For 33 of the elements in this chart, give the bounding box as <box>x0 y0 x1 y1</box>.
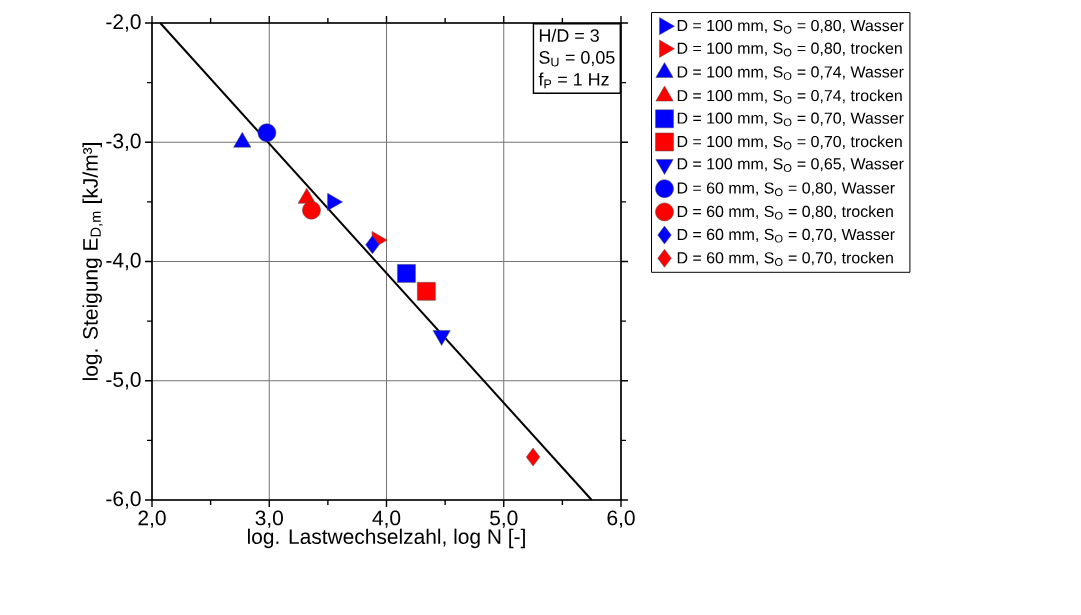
legend-label: D = 60 mm, S$_{O}$ = 0,80, Wasser <box>677 182 895 197</box>
legend-label: D = 100 mm, S$_{O}$ = 0,70, Wasser <box>677 112 904 127</box>
point <box>302 200 321 220</box>
legend-label: D = 100 mm, S$_{O}$ = 0,65, Wasser <box>677 158 904 173</box>
point <box>526 447 541 467</box>
legend-label: D = 60 mm, S$_{O}$ = 0,70, trocken <box>677 251 893 267</box>
x-tick-label: 6,0 <box>607 510 635 528</box>
legend-label: D = 100 mm, S$_{O}$ = 0,70, trocken <box>677 135 902 150</box>
y-tick-label: -3,0 <box>106 133 141 151</box>
legend-label: D = 100 mm, S$_{O}$ = 0,80, Wasser <box>677 19 904 34</box>
point <box>417 282 436 301</box>
y-tick-label: -5,0 <box>106 372 141 390</box>
y-tick-label: -2,0 <box>106 14 141 32</box>
x-tick-label: 2,0 <box>138 510 166 528</box>
point <box>233 132 252 148</box>
y-tick-label: -6,0 <box>106 491 141 509</box>
annotation: H/D = 3 <box>539 28 599 42</box>
point <box>365 235 380 255</box>
x-tick-label: 3,0 <box>255 510 283 528</box>
x-tick-label: 5,0 <box>490 510 518 528</box>
annotation: S$_{U}$ = 0,05 <box>539 51 615 67</box>
legend-label: D = 100 mm, S$_{O}$ = 0,74, trocken <box>677 89 902 104</box>
legend-label: D = 100 mm, S$_{O}$ = 0,74, Wasser <box>677 66 904 81</box>
y-axis-title: log. Steigung E$_{D,m}$ [kJ/m³] <box>82 143 103 380</box>
x-axis-title: log. Lastwechselzahl, log N [-] <box>247 528 525 549</box>
point <box>397 264 416 283</box>
legend-label: D = 100 mm, S$_{O}$ = 0,80, trocken <box>677 42 902 57</box>
annotation: f$_{P}$ = 1 Hz <box>538 72 609 89</box>
legend-label: D = 60 mm, S$_{O}$ = 0,80, trocken <box>677 205 893 220</box>
legend-label: D = 60 mm, S$_{O}$ = 0,70, Wasser <box>677 228 895 243</box>
point <box>257 123 277 142</box>
y-tick-label: -4,0 <box>106 252 141 271</box>
x-tick-label: 4,0 <box>372 510 401 528</box>
